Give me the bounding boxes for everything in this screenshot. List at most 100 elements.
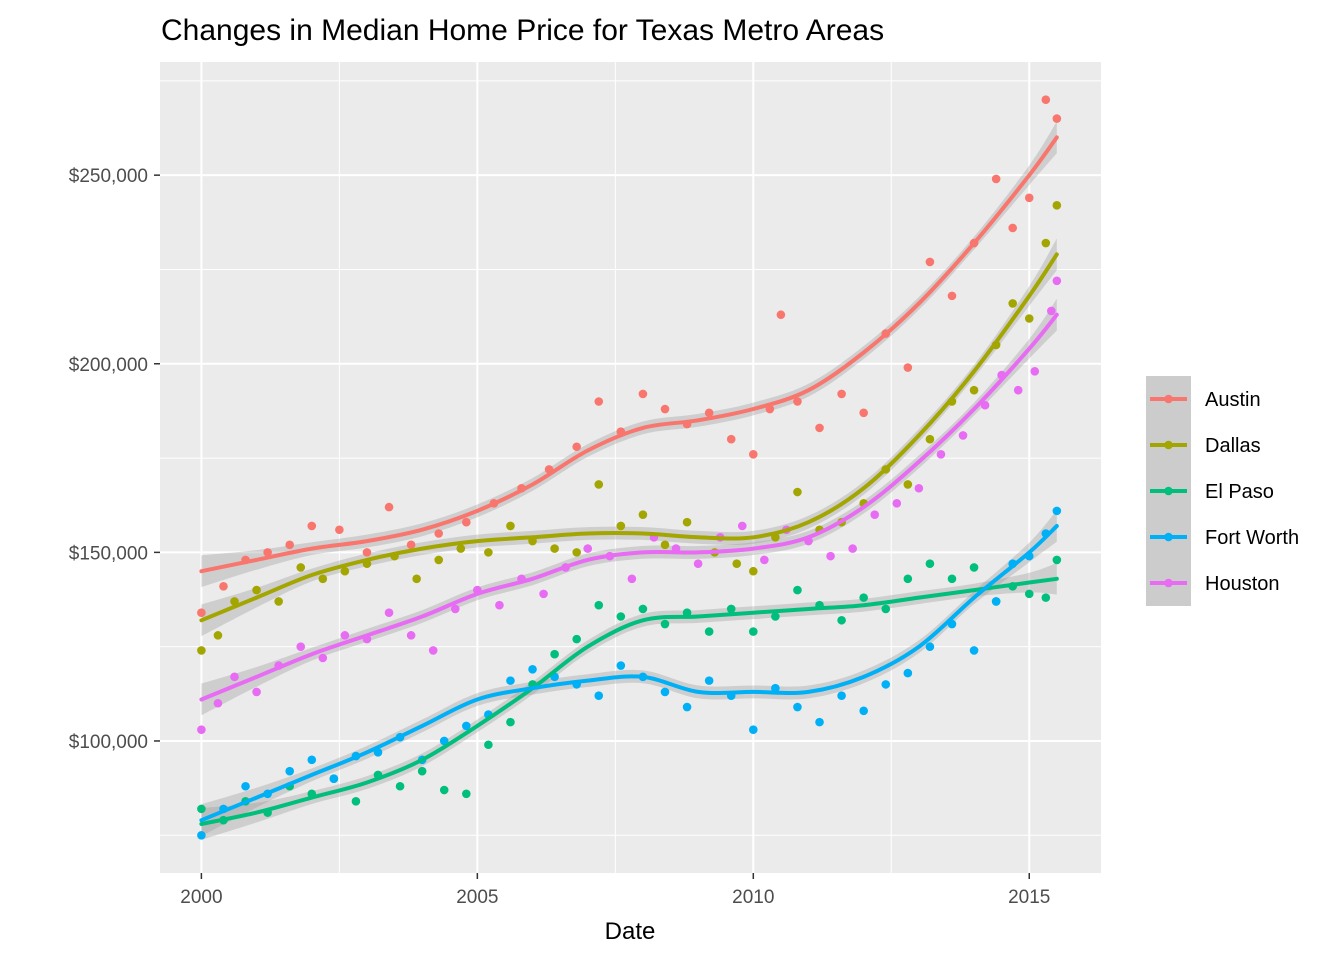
- data-point-el-paso: [1041, 593, 1051, 602]
- y-tick-label: $250,000: [69, 166, 148, 187]
- plot-panel: [160, 62, 1101, 873]
- data-point-austin: [859, 408, 868, 418]
- data-point-el-paso: [748, 627, 758, 636]
- data-point-fort-worth: [241, 781, 250, 791]
- legend-label: Houston: [1205, 573, 1280, 595]
- data-point-dallas: [793, 487, 802, 497]
- legend-key-point: [1164, 532, 1173, 542]
- data-point-austin: [903, 363, 913, 372]
- data-point-dallas: [230, 597, 239, 606]
- data-point-dallas: [318, 574, 328, 584]
- data-point-el-paso: [793, 585, 802, 595]
- x-tick-label: 2000: [180, 887, 222, 908]
- data-point-fort-worth: [462, 721, 471, 731]
- data-point-austin: [462, 517, 471, 527]
- data-point-houston: [450, 604, 460, 614]
- data-point-houston: [1052, 276, 1062, 286]
- data-point-houston: [980, 400, 990, 410]
- data-point-houston: [627, 574, 637, 584]
- data-point-el-paso: [726, 604, 736, 614]
- data-point-el-paso: [484, 740, 493, 750]
- data-point-fort-worth: [682, 702, 692, 712]
- data-point-austin: [1052, 114, 1062, 123]
- y-tick-label: $150,000: [69, 543, 148, 564]
- data-points: [197, 95, 1062, 840]
- x-axis: 2000 2005 2010 2015: [180, 873, 1050, 908]
- legend-item-austin: Austin: [1146, 376, 1261, 422]
- data-point-dallas: [296, 563, 306, 572]
- data-point-austin: [406, 540, 416, 550]
- data-point-el-paso: [197, 804, 206, 814]
- data-point-houston: [737, 521, 747, 531]
- data-point-fort-worth: [793, 702, 802, 712]
- trend-line-austin: [199, 135, 1059, 574]
- data-point-austin: [219, 582, 228, 591]
- data-point-el-paso: [351, 797, 361, 806]
- data-point-el-paso: [395, 781, 405, 791]
- legend: Austin Dallas El Paso Fort Worth Houston: [1146, 376, 1299, 606]
- y-tick-label: $200,000: [69, 355, 148, 376]
- x-axis-title: Date: [605, 918, 656, 945]
- data-point-austin: [748, 449, 758, 459]
- data-point-dallas: [434, 555, 444, 565]
- data-point-el-paso: [969, 563, 979, 572]
- data-point-fort-worth: [439, 736, 449, 746]
- data-point-dallas: [213, 631, 223, 640]
- data-point-houston: [213, 698, 223, 708]
- data-point-austin: [384, 502, 394, 512]
- data-point-fort-worth: [506, 676, 515, 685]
- data-point-austin: [726, 434, 736, 444]
- data-point-dallas: [506, 521, 515, 531]
- data-point-austin: [991, 174, 1001, 184]
- data-point-fort-worth: [285, 766, 294, 776]
- trend-line-dallas: [199, 252, 1059, 623]
- data-point-austin: [1041, 95, 1051, 105]
- data-point-fort-worth: [1052, 506, 1062, 516]
- data-point-el-paso: [594, 600, 604, 610]
- data-point-austin: [1024, 193, 1034, 203]
- data-point-fort-worth: [815, 717, 824, 727]
- data-point-fort-worth: [748, 725, 758, 734]
- confidence-band-fort-worth: [201, 510, 1057, 836]
- data-point-austin: [815, 423, 824, 433]
- data-point-dallas: [748, 566, 758, 576]
- data-point-dallas: [638, 510, 648, 519]
- data-point-dallas: [1052, 201, 1062, 210]
- data-point-austin: [335, 525, 344, 535]
- data-point-el-paso: [439, 785, 449, 795]
- data-point-el-paso: [771, 612, 780, 621]
- data-point-fort-worth: [903, 668, 913, 678]
- data-point-austin: [307, 521, 317, 531]
- data-point-el-paso: [704, 627, 714, 636]
- data-point-houston: [760, 555, 769, 565]
- data-point-dallas: [1008, 299, 1017, 308]
- data-point-el-paso: [506, 717, 515, 727]
- data-point-houston: [318, 653, 328, 663]
- data-point-houston: [197, 725, 206, 734]
- data-point-dallas: [616, 521, 626, 531]
- data-point-houston: [1047, 306, 1056, 316]
- data-point-dallas: [252, 585, 261, 595]
- data-point-dallas: [484, 548, 493, 557]
- data-point-dallas: [412, 574, 421, 584]
- data-point-fort-worth: [528, 665, 537, 674]
- data-point-el-paso: [903, 574, 913, 584]
- data-point-houston: [406, 631, 416, 640]
- data-point-el-paso: [1024, 589, 1034, 599]
- data-point-houston: [539, 589, 548, 599]
- data-point-austin: [1008, 223, 1017, 233]
- data-point-austin: [362, 548, 372, 557]
- data-point-fort-worth: [660, 687, 670, 697]
- data-point-austin: [572, 442, 581, 452]
- data-point-austin: [704, 408, 714, 418]
- data-point-houston: [428, 646, 438, 655]
- legend-key-point: [1164, 394, 1173, 404]
- data-point-houston: [495, 600, 504, 610]
- data-point-fort-worth: [616, 661, 626, 670]
- data-point-fort-worth: [969, 646, 979, 655]
- data-point-el-paso: [417, 766, 427, 776]
- data-point-dallas: [682, 517, 692, 527]
- data-point-dallas: [274, 597, 283, 606]
- data-point-fort-worth: [594, 691, 604, 701]
